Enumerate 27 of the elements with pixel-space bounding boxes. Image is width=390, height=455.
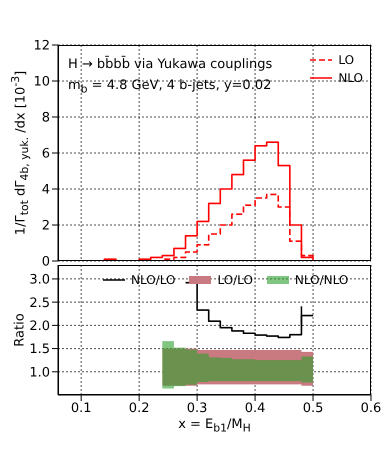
x-tick-label: 0.5 (302, 401, 324, 416)
y-tick-label: 4 (42, 182, 50, 198)
y-axis-title: Ratio (12, 313, 28, 347)
y-tick-label: 2.5 (29, 296, 50, 311)
y-tick-label: 2 (42, 218, 50, 234)
y-tick-label: 10 (33, 74, 50, 90)
y-tick-label: 8 (42, 110, 50, 126)
text: m$_{b}$ = 4.8 GeV, 4 b-jets, y=0.02 (68, 78, 272, 96)
legend-label: LO/LO (217, 273, 253, 287)
legend-label: NLO/NLO (294, 273, 348, 287)
text: H → bb̄bb̄ via Yukawa couplings (68, 57, 272, 72)
y-tick-label: 3.0 (29, 272, 50, 288)
y-tick-label: 2.0 (29, 318, 50, 334)
x-axis-title: x = E$_{b1}$/M$_{H}$ (178, 417, 251, 435)
y-tick-label: 6 (42, 146, 50, 162)
x-tick-label: 0.2 (128, 401, 150, 416)
y-tick-label: 12 (33, 38, 50, 54)
y-tick-label: 1.5 (29, 342, 50, 358)
x-tick-label: 0.4 (244, 401, 266, 416)
legend-label: LO (338, 53, 354, 67)
y-tick-label: 1.0 (29, 365, 50, 380)
x-tick-label: 0.1 (70, 401, 92, 416)
legend-label: NLO (338, 71, 363, 85)
y-tick-label: 0 (42, 254, 50, 270)
x-tick-label: 0.6 (360, 401, 382, 416)
x-tick-label: 0.3 (186, 401, 208, 416)
legend-label: NLO/LO (131, 273, 176, 287)
